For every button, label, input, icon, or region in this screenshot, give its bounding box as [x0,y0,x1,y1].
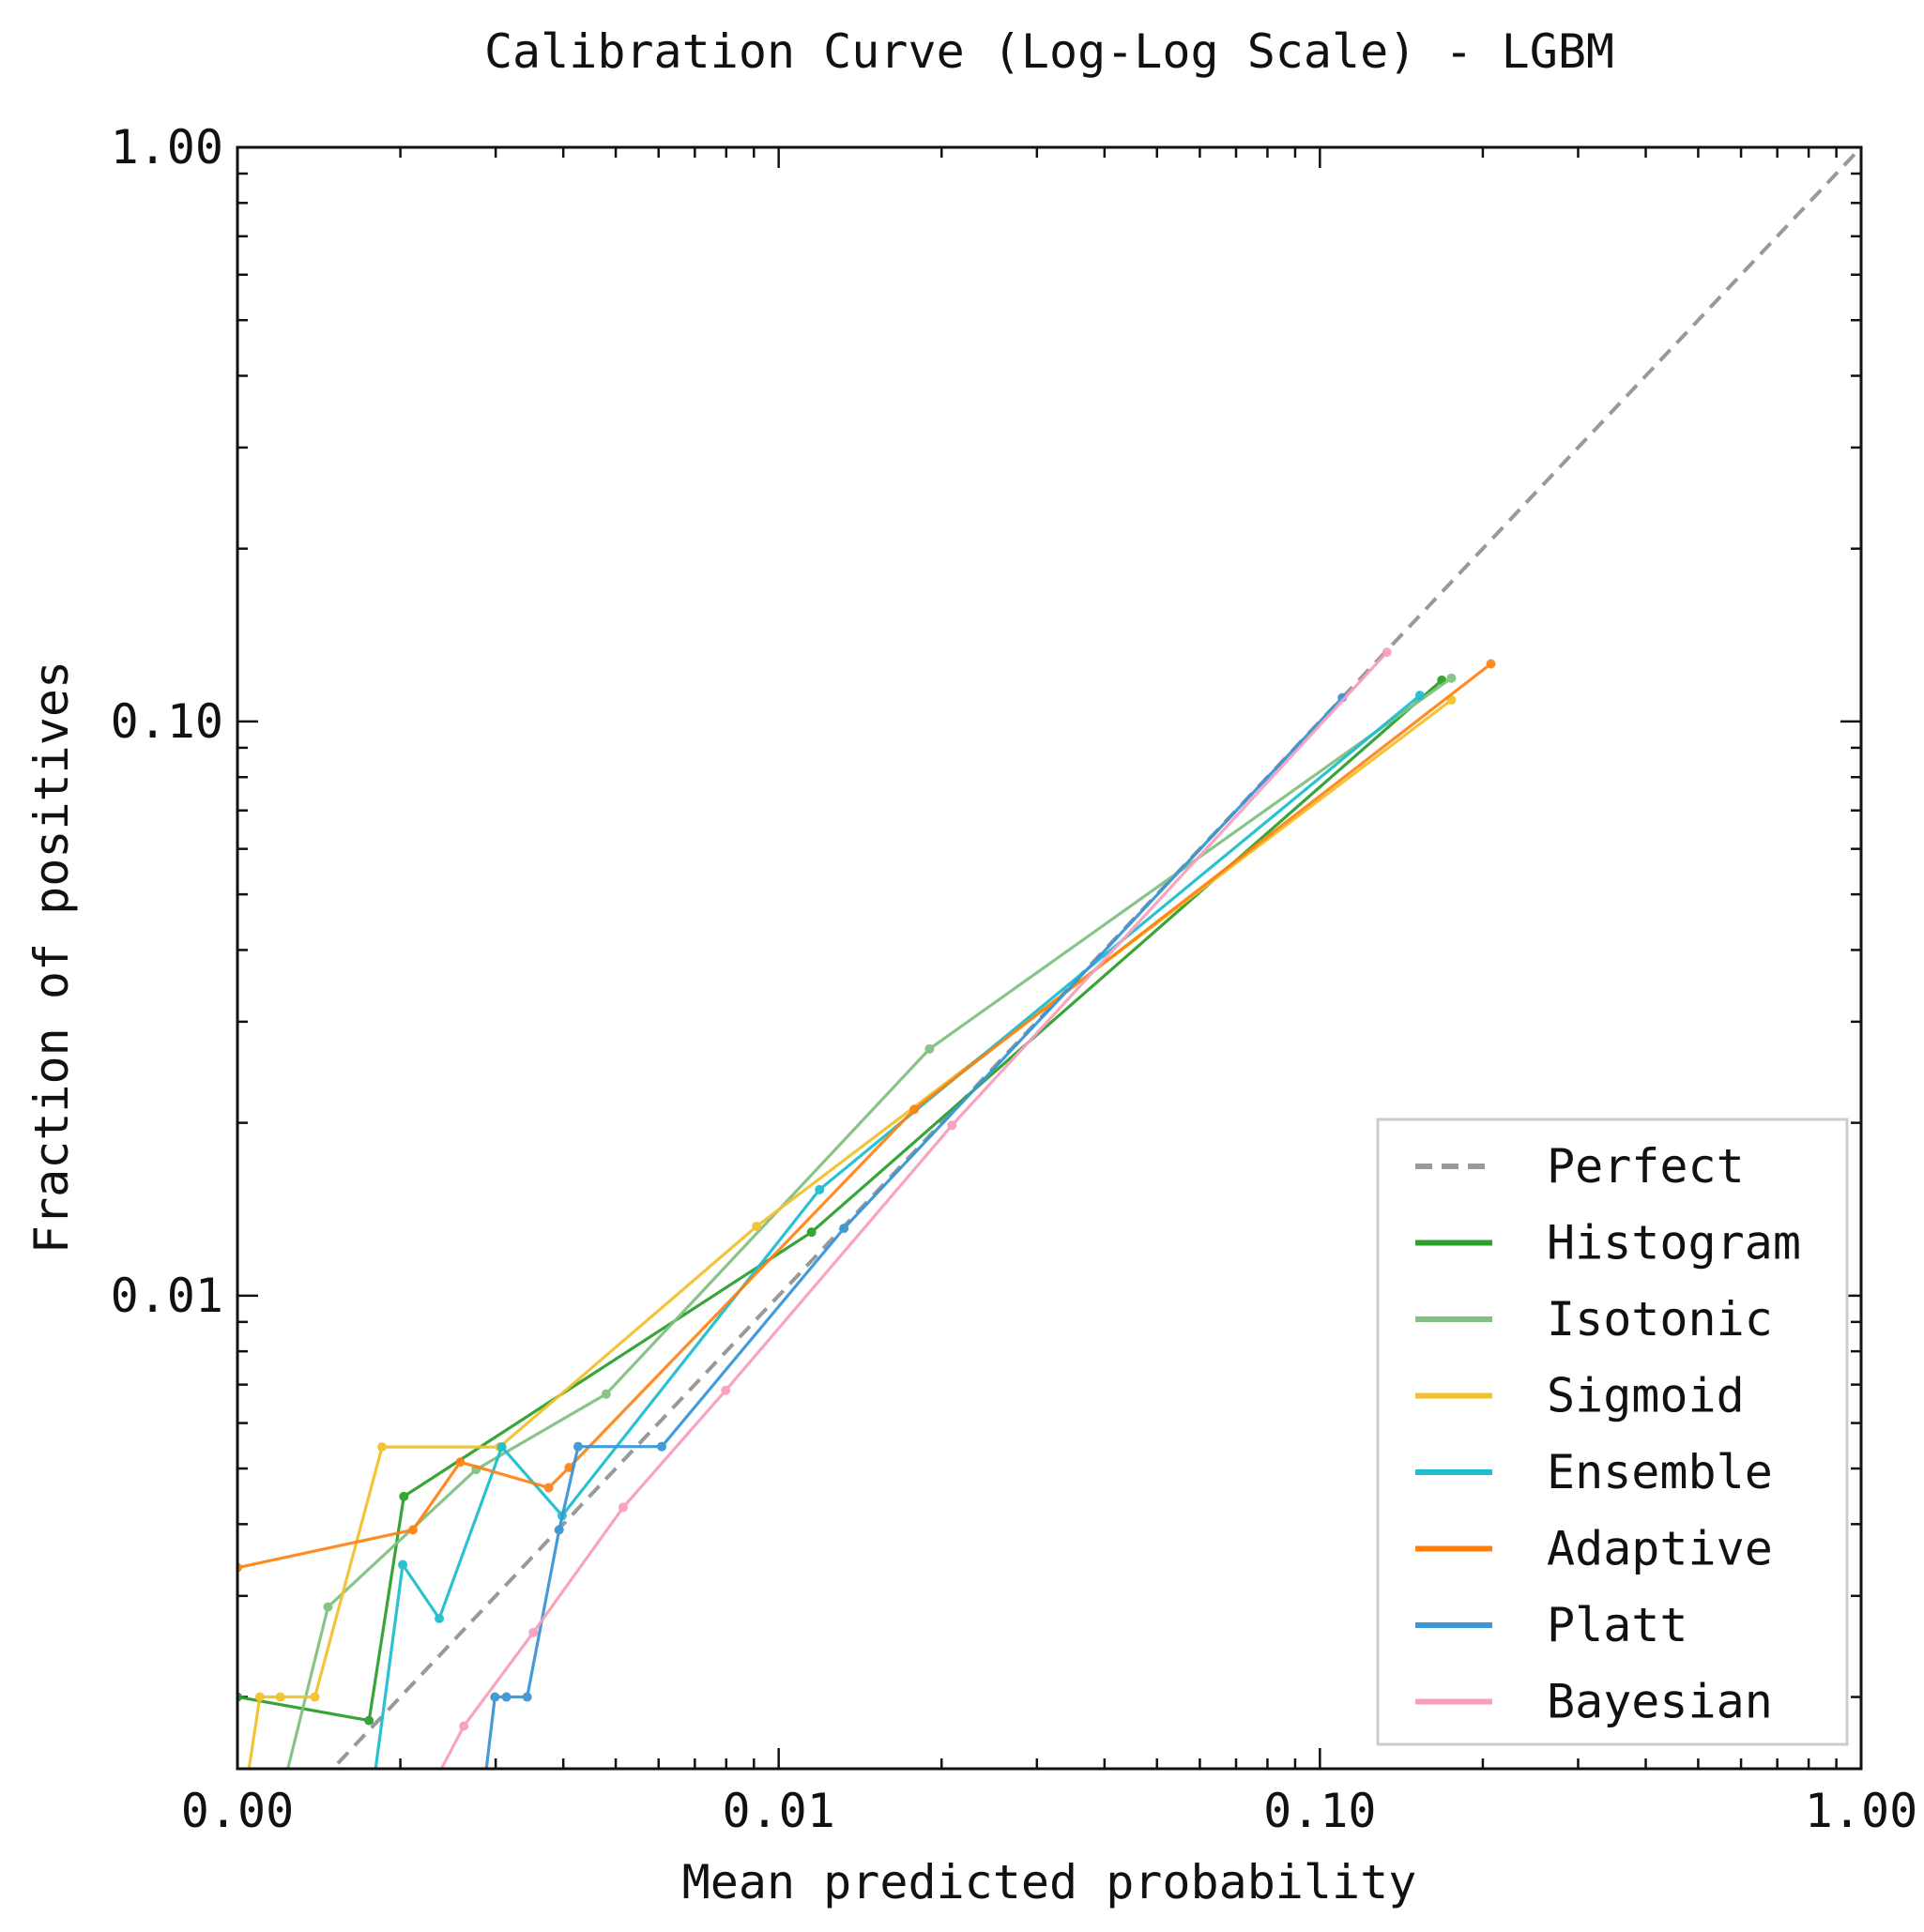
legend-label-bayesian: Bayesian [1547,1675,1773,1729]
data-point-ensemble [815,1184,825,1194]
x-tick-label: 0.10 [1263,1784,1376,1838]
y-tick-label: 0.10 [111,694,223,749]
data-point-bayesian [618,1502,628,1513]
data-point-bayesian [947,1120,957,1131]
legend-label-perfect: Perfect [1547,1139,1745,1194]
series-ensemble [374,691,1425,1769]
data-point-platt [657,1441,667,1452]
data-point-isotonic [1446,673,1457,683]
data-point-adaptive [408,1525,419,1535]
legend-label-ensemble: Ensemble [1547,1445,1773,1499]
data-point-histogram [806,1227,817,1238]
y-tick-label: 1.00 [111,120,223,175]
data-point-sigmoid [254,1692,265,1702]
legend-label-adaptive: Adaptive [1547,1522,1773,1576]
data-point-isotonic [323,1602,333,1612]
data-point-histogram [364,1715,374,1726]
series-line-isotonic [286,677,1453,1769]
data-point-platt [839,1224,849,1234]
data-point-sigmoid [310,1692,320,1702]
series-platt [484,692,1348,1769]
chart-title: Calibration Curve (Log-Log Scale) - LGBM [484,24,1614,79]
legend-label-isotonic: Isotonic [1547,1292,1773,1346]
x-tick-label: 0.01 [722,1784,834,1838]
data-point-adaptive [543,1483,554,1493]
data-point-bayesian [528,1627,539,1637]
axis-ticks [236,145,1863,1769]
data-point-platt [573,1441,583,1452]
legend-box [1376,1118,1849,1746]
data-point-ensemble [435,1613,445,1623]
y-axis-label: Fraction of positives [24,661,79,1254]
data-point-bayesian [1382,647,1392,658]
legend: Perfect Histogram Isotonic Sigmoid Ensemble A… [1376,1118,1849,1746]
series-group [237,647,1496,1769]
data-point-ensemble [1414,691,1425,701]
data-point-adaptive [455,1457,466,1468]
x-axis-label: Mean predicted probability [682,1855,1417,1909]
data-point-platt [501,1692,512,1702]
data-point-sigmoid [275,1692,285,1702]
x-tick-label: 1.00 [1805,1784,1917,1838]
data-point-ensemble [398,1559,408,1570]
x-tick-label: 0.00 [181,1784,294,1838]
data-point-ensemble [496,1442,507,1453]
series-bayesian [439,647,1392,1769]
y-tick-label: 0.01 [111,1269,223,1323]
data-point-platt [522,1692,532,1702]
data-point-bayesian [459,1721,469,1731]
data-point-platt [490,1692,500,1702]
data-point-bayesian [721,1385,731,1395]
x-tick-labels: 0.00 0.01 0.10 1.00 [181,1784,1917,1838]
legend-label-histogram: Histogram [1547,1216,1801,1270]
data-point-sigmoid [377,1442,388,1453]
data-point-platt [554,1525,564,1535]
data-point-sigmoid [752,1222,762,1232]
plot-frame [236,145,1863,1771]
legend-label-platt: Platt [1547,1598,1688,1652]
y-tick-labels: 0.01 0.10 1.00 [111,120,223,1323]
data-point-histogram [399,1491,409,1501]
data-point-adaptive [1486,659,1496,669]
data-point-isotonic [924,1043,935,1054]
legend-label-sigmoid: Sigmoid [1547,1369,1745,1423]
data-point-adaptive [909,1104,920,1115]
data-point-isotonic [601,1389,611,1399]
